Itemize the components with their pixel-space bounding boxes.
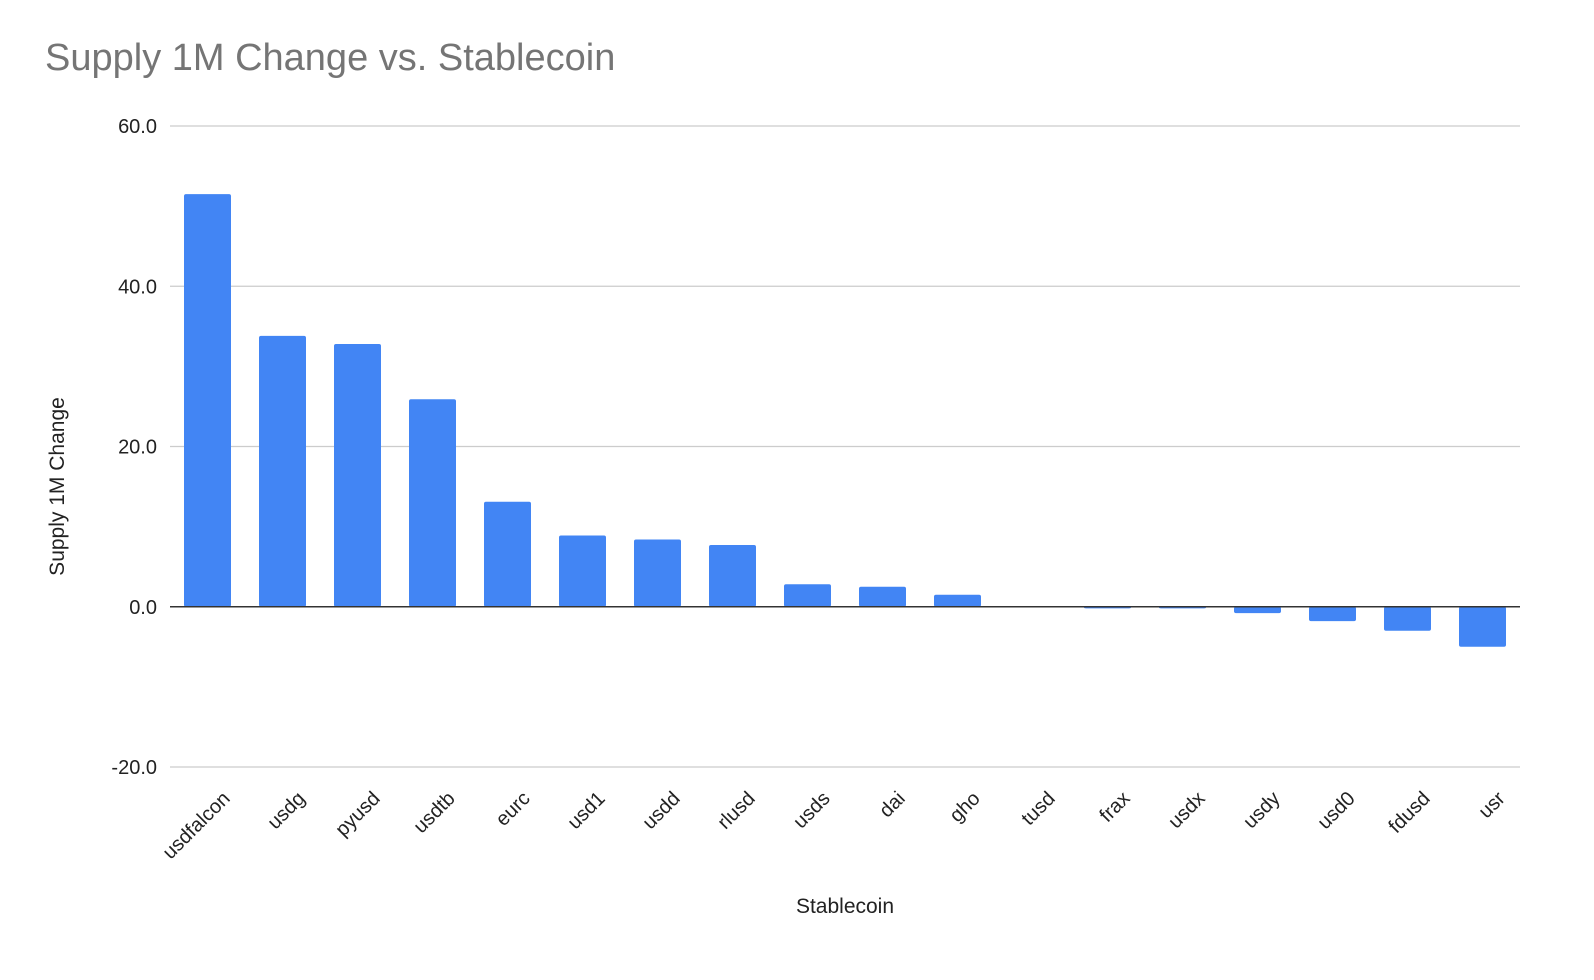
bar-pyusd <box>334 343 381 607</box>
x-tick-label: rlusd <box>713 788 759 834</box>
bar-usd1 <box>559 535 606 607</box>
bar-usdg <box>259 335 306 607</box>
bar-usdfalcon <box>184 194 231 607</box>
x-tick-label: usdd <box>638 788 684 834</box>
x-tick-label: fdusd <box>1384 788 1434 838</box>
x-tick-label: dai <box>875 788 909 822</box>
x-tick-label: usdg <box>263 788 309 834</box>
y-axis-ticks: 60.0 40.0 20.0 0.0 -20.0 <box>111 116 157 779</box>
y-tick-label: 60.0 <box>118 116 157 138</box>
x-tick-label: usdtb <box>409 788 459 838</box>
bar-rlusd <box>709 545 756 607</box>
x-tick-label: usd1 <box>563 788 609 834</box>
bar-usds <box>784 584 831 607</box>
x-tick-label: usdfalcon <box>159 788 235 864</box>
bar-eurc <box>484 501 531 607</box>
x-tick-label: usr <box>1474 787 1509 822</box>
bar-usdtb <box>409 399 456 607</box>
y-tick-label: 0.0 <box>129 597 157 619</box>
y-tick-label: 40.0 <box>118 276 157 298</box>
bar-usr <box>1459 606 1506 647</box>
y-axis-title: Supply 1M Change <box>46 397 69 576</box>
x-tick-label: gho <box>945 788 984 827</box>
bar-usdy <box>1234 606 1281 614</box>
chart-title: Supply 1M Change vs. Stablecoin <box>45 37 616 79</box>
x-tick-label: eurc <box>492 788 535 831</box>
bar-dai <box>859 586 906 607</box>
x-tick-label: pyusd <box>331 788 384 841</box>
x-tick-label: usdx <box>1164 788 1209 833</box>
bar-usdd <box>634 539 681 607</box>
y-tick-label: 20.0 <box>118 437 157 459</box>
x-tick-label: frax <box>1096 788 1135 827</box>
bar-usd0 <box>1309 606 1356 622</box>
x-tick-label: tusd <box>1017 788 1059 830</box>
bars <box>184 194 1506 647</box>
bar-gho <box>934 594 981 607</box>
x-tick-label: usds <box>789 788 834 833</box>
bar-fdusd <box>1384 606 1431 631</box>
x-axis-title: Stablecoin <box>796 895 894 918</box>
x-tick-label: usd0 <box>1313 788 1359 834</box>
x-axis-ticks: usdfalcon usdg pyusd usdtb eurc usd1 usdd rlusd… <box>159 787 1510 863</box>
y-tick-label: -20.0 <box>111 757 157 779</box>
x-tick-label: usdy <box>1239 788 1284 833</box>
